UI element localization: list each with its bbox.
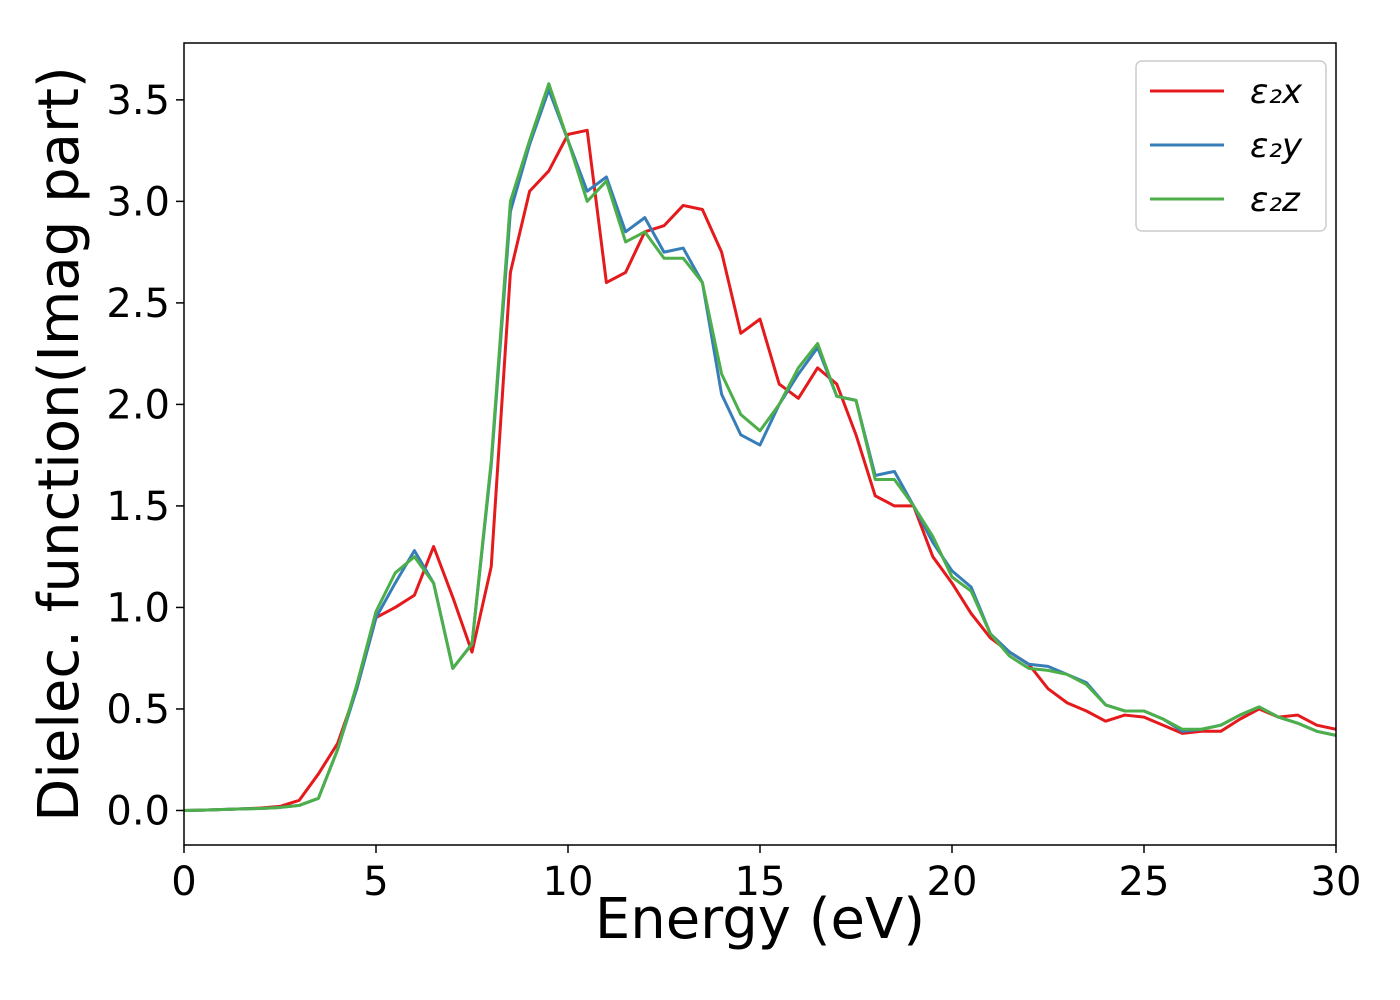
y-tick-label: 2.5 (106, 281, 170, 327)
x-tick-label: 5 (363, 859, 388, 905)
y-tick-label: 3.5 (106, 78, 170, 124)
x-tick-label: 30 (1311, 859, 1362, 905)
x-tick-label: 20 (927, 859, 978, 905)
legend-label: ε₂x (1250, 72, 1303, 112)
legend-box (1135, 60, 1327, 232)
y-tick-label: 1.0 (106, 585, 170, 631)
y-tick-label: 3.0 (106, 179, 170, 225)
plot-frame (183, 42, 1337, 846)
y-tick-label: 0.0 (106, 788, 170, 834)
x-axis-label: Energy (eV) (595, 887, 925, 952)
data-line (184, 128, 1336, 812)
y-tick-label: 2.0 (106, 382, 170, 428)
legend-label: ε₂y (1250, 126, 1303, 166)
y-tick-label: 1.5 (106, 484, 170, 530)
x-tick-label: 25 (1119, 859, 1170, 905)
data-line (184, 82, 1336, 812)
y-axis-label: Dielec. function(Imag part) (27, 66, 92, 822)
y-tick-label: 0.5 (106, 687, 170, 733)
legend-label: ε₂z (1250, 180, 1301, 220)
x-tick-label: 15 (735, 859, 786, 905)
x-tick-label: 10 (543, 859, 594, 905)
x-tick-label: 0 (171, 859, 196, 905)
